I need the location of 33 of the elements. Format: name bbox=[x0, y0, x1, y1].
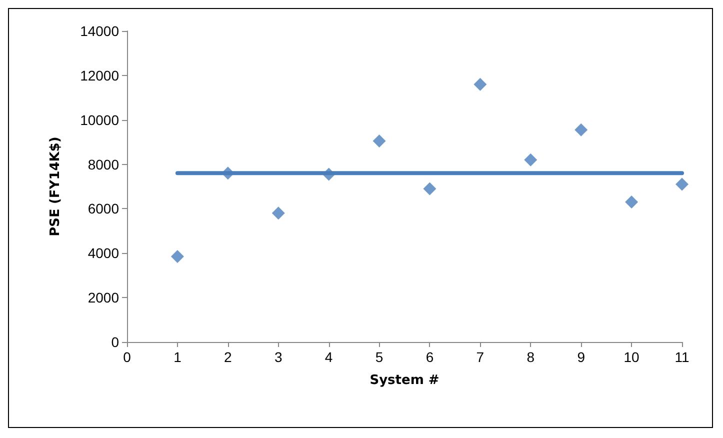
x-tick-label: 3 bbox=[274, 349, 282, 365]
point bbox=[423, 182, 436, 196]
x-tick-label: 4 bbox=[324, 349, 333, 365]
point bbox=[221, 166, 234, 180]
x-tick-label: 5 bbox=[375, 349, 384, 365]
point bbox=[322, 168, 336, 181]
x-tick-label: 6 bbox=[426, 349, 434, 365]
point bbox=[625, 196, 638, 209]
point bbox=[272, 206, 285, 220]
y-tick-label: 10000 bbox=[80, 112, 120, 128]
y-axis-title: PSE (FY14K$) bbox=[48, 136, 63, 236]
x-tick-label: 2 bbox=[224, 349, 232, 365]
point bbox=[372, 134, 386, 148]
x-tick-label: 8 bbox=[526, 349, 535, 365]
point bbox=[676, 178, 688, 191]
x-axis-title: System # bbox=[370, 373, 440, 388]
x-tick-label: 0 bbox=[123, 349, 132, 365]
point bbox=[474, 78, 487, 91]
x-tick-label: 11 bbox=[674, 349, 690, 365]
y-tick-label: 0 bbox=[111, 334, 120, 350]
point bbox=[170, 250, 184, 263]
y-tick-label: 2000 bbox=[88, 290, 120, 306]
y-tick-label: 14000 bbox=[80, 23, 120, 39]
y-tick-label: 4000 bbox=[88, 245, 120, 262]
y-tick-label: 6000 bbox=[88, 200, 120, 217]
point bbox=[524, 153, 538, 166]
x-tick-label: 1 bbox=[174, 349, 182, 365]
y-tick-label: 8000 bbox=[88, 156, 120, 172]
x-tick-label: 7 bbox=[476, 349, 484, 365]
point bbox=[574, 123, 588, 136]
y-tick-label: 12000 bbox=[80, 67, 120, 84]
x-tick-label: 10 bbox=[624, 349, 640, 365]
x-tick-label: 9 bbox=[577, 349, 586, 365]
